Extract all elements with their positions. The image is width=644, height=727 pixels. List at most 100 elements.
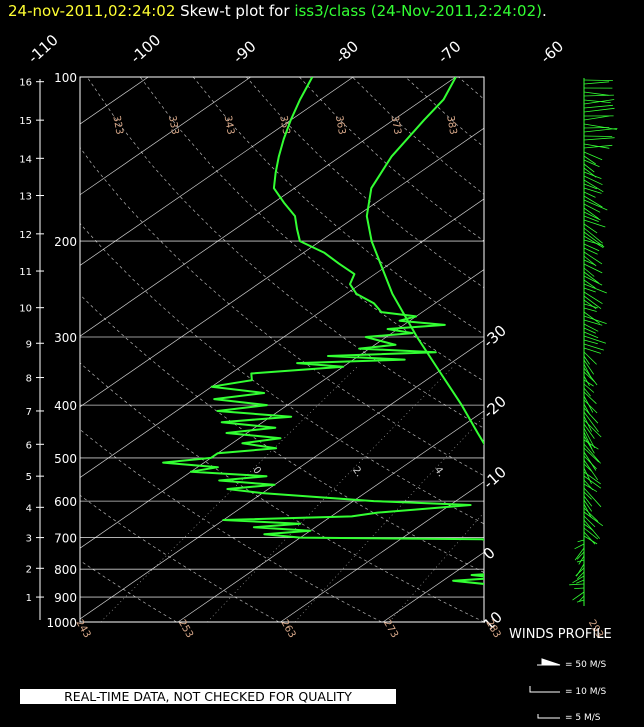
wind-legend-5-symbol (537, 714, 560, 719)
mixing-ratio-line (389, 512, 484, 622)
wind-legend-50-symbol (537, 658, 561, 666)
wind-barb (583, 239, 604, 246)
wind-barb (583, 467, 592, 484)
wind-barb (583, 503, 592, 518)
dry-adiabat-line (512, 77, 644, 622)
dry-adiabat-line (565, 77, 644, 622)
wind-barb (583, 179, 604, 193)
wind-barb (574, 543, 585, 550)
height-tick-label: 10 (19, 304, 32, 315)
pressure-tick-label: 100 (54, 71, 77, 85)
dry-adiabat-line (618, 77, 644, 622)
wind-barb (583, 355, 590, 365)
wind-barb (583, 515, 596, 528)
mixing-ratio-label: 2. (350, 465, 364, 479)
wind-legend-5: = 5 M/S (565, 713, 601, 723)
wind-barb (583, 143, 610, 149)
isotherm-line (177, 410, 484, 622)
temperature-trace (365, 77, 484, 446)
wind-barb (583, 104, 613, 109)
wind-barb (583, 299, 597, 310)
mixing-ratio-line (554, 367, 644, 622)
dry-adiabat-label: 333 (166, 115, 180, 136)
wind-barb (583, 279, 596, 289)
height-tick-label: 15 (19, 116, 32, 127)
wind-barb (583, 359, 595, 375)
wind-barb (583, 287, 596, 293)
mixing-ratio-label: 4. (432, 465, 446, 479)
wind-barb (583, 319, 603, 326)
isotherm-line (80, 339, 484, 620)
isotherm-line (80, 198, 484, 478)
title-station: iss3/class (24-Nov-2011,2:24:02) (294, 2, 542, 20)
isotherm-line (80, 77, 354, 266)
wind-barb (583, 247, 598, 255)
wind-barb (583, 183, 598, 190)
sounding-series (162, 77, 484, 585)
wind-barb (583, 419, 602, 438)
dry-adiabat-label: 383 (444, 115, 458, 136)
wind-barb (583, 195, 603, 208)
plot-frame (36, 76, 485, 623)
isotherm-line (80, 77, 456, 337)
wind-barb (583, 91, 609, 96)
wind-barb (583, 343, 604, 351)
pressure-tick-label: 1000 (46, 616, 77, 630)
wind-barb (583, 171, 602, 179)
wind-barb (583, 259, 596, 266)
wind-barb (576, 579, 585, 584)
dry-adiabat-line (80, 362, 484, 622)
wind-barb (583, 99, 615, 105)
winds-profile (529, 78, 618, 719)
wind-barb (583, 79, 613, 81)
wind-barb (569, 583, 585, 586)
winds-profile-title: WINDS PROFILE (509, 627, 612, 642)
wind-barb (583, 451, 597, 471)
wind-barb (583, 371, 595, 382)
wind-barb (583, 523, 594, 531)
wind-barb (572, 575, 585, 584)
wind-barb (583, 127, 610, 129)
quality-note: REAL-TIME DATA, NOT CHECKED FOR QUALITY (20, 689, 396, 704)
isotherm-line (80, 127, 484, 408)
isotherms (80, 77, 484, 622)
wind-barb (583, 495, 593, 507)
wind-barb (583, 499, 593, 512)
isotherm-line (382, 551, 484, 622)
mixing-ratio-lines (100, 366, 644, 622)
wind-barb (583, 175, 603, 186)
pressure-tick-label: 800 (54, 563, 77, 577)
wind-barb (583, 351, 597, 365)
wind-barb (583, 135, 613, 137)
pressure-tick-label: 600 (54, 495, 77, 509)
wind-barb (574, 587, 585, 589)
wind-barb (583, 327, 596, 334)
height-tick-label: 6 (26, 440, 32, 451)
wind-barb (583, 207, 599, 220)
wind-barb (583, 155, 596, 165)
wind-barb (583, 137, 615, 141)
wind-barb (583, 487, 602, 508)
dry-adiabat-label: 343 (222, 115, 236, 136)
height-tick-label: 8 (26, 374, 32, 385)
wind-barb (583, 431, 593, 450)
wind-barb (583, 423, 595, 439)
dry-adiabat-line (80, 294, 484, 573)
wind-barb (583, 223, 598, 234)
wind-barb (583, 211, 601, 221)
wind-barb (583, 387, 591, 397)
height-tick-label: 4 (26, 503, 32, 514)
wind-barb (583, 275, 603, 286)
wind-barb (583, 99, 611, 103)
dry-adiabat-label: 323 (110, 115, 124, 136)
wind-barb (583, 199, 608, 211)
height-tick-label: 16 (19, 78, 32, 89)
title-date: 24-nov-2011,02:24:02 (8, 2, 176, 20)
wind-barb (583, 163, 595, 173)
height-tick-label: 5 (26, 472, 32, 483)
mixing-ratio-line (294, 416, 484, 622)
wind-barb (583, 81, 610, 85)
wind-barb (583, 375, 590, 386)
height-tick-label: 1 (26, 593, 32, 604)
pressure-tick-label: 200 (54, 235, 77, 249)
